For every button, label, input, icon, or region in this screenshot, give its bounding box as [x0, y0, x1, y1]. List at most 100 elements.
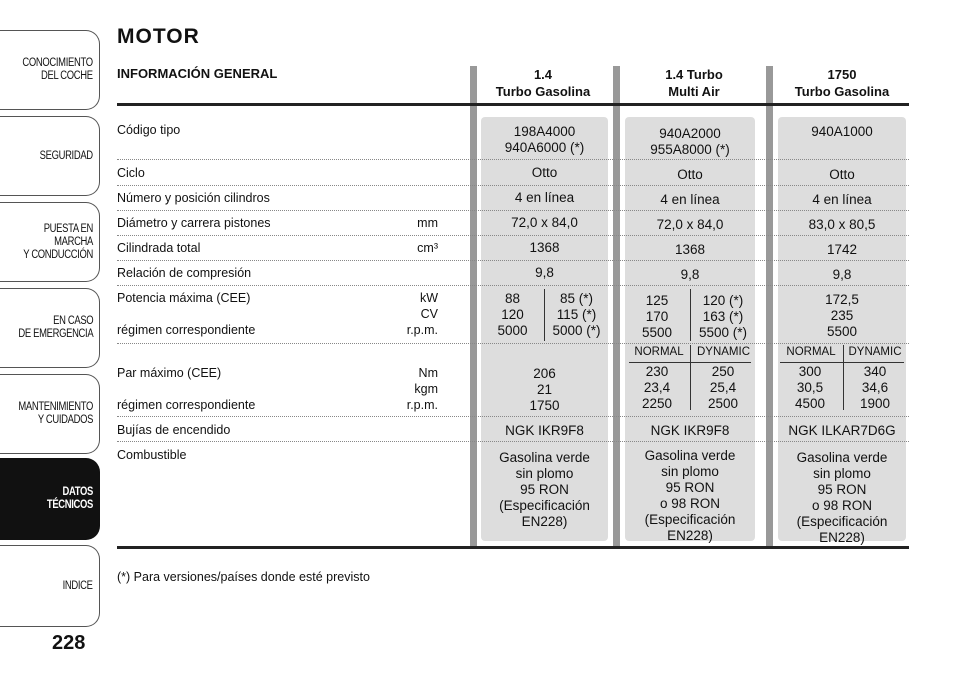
column-box-3 — [778, 117, 906, 541]
col1-potencia-a: 88 120 5000 — [497, 291, 528, 338]
col2-ciclo: Otto — [677, 167, 703, 182]
label-cilindrada: Cilindrada total — [117, 241, 201, 255]
label-potencia: Potencia máxima (CEE) — [117, 291, 251, 305]
tab-conocimiento-del-coche[interactable]: CONOCIMIENTO DEL COCHE — [0, 30, 100, 110]
col3-potencia: 172,5 235 5500 — [825, 292, 859, 339]
col2-par-normal: 230 23,4 2250 — [641, 364, 673, 411]
column-bar — [613, 66, 620, 548]
label-bujias: Bujías de encendido — [117, 423, 231, 437]
label-combustible: Combustible — [117, 448, 187, 462]
col3-codigo: 940A1000 — [811, 124, 873, 139]
column-header-line2: Turbo Gasolina — [495, 84, 591, 99]
section-header: INFORMACIÓN GENERAL — [117, 66, 278, 81]
tab-seguridad[interactable]: SEGURIDAD — [0, 116, 100, 196]
tab-label: DATOS TÉCNICOS — [46, 486, 93, 511]
tab-mantenimiento[interactable]: MANTENIMIENTO Y CUIDADOS — [0, 374, 100, 454]
col3-cilindros: 4 en línea — [812, 192, 872, 207]
label-compresion: Relación de compresión — [117, 266, 252, 280]
col2-bujias: NGK IKR9F8 — [650, 423, 730, 438]
label-cilindros: Número y posición cilindros — [117, 191, 270, 205]
label-regimen-par: régimen correspondiente — [117, 398, 256, 412]
row-separator — [117, 416, 909, 417]
tab-label: CONOCIMIENTO DEL COCHE — [22, 57, 94, 82]
label-ciclo: Ciclo — [117, 166, 145, 180]
col3-par-dynamic: 340 34,6 1900 — [859, 364, 891, 411]
label-par: Par máximo (CEE) — [117, 366, 222, 380]
unit-cilindrada: cm³ — [417, 241, 438, 255]
column-header-1: 1.4 Turbo Gasolina — [478, 66, 608, 100]
col1-cilindros: 4 en línea — [514, 190, 575, 205]
page-title: MOTOR — [117, 25, 200, 48]
row-separator — [117, 343, 909, 344]
col2-codigo: 940A2000 955A8000 (*) — [650, 126, 730, 157]
header-rule — [117, 103, 909, 106]
unit-potencia-cv: CV — [420, 307, 438, 321]
col1-compresion: 9,8 — [535, 265, 554, 280]
row-separator — [117, 159, 909, 160]
col3-combustible: Gasolina verde sin plomo 95 RON o 98 RON… — [796, 450, 888, 545]
col3-compresion: 9,8 — [832, 267, 852, 282]
row-separator — [117, 441, 909, 442]
col1-ciclo: Otto — [531, 165, 558, 180]
tab-label: EN CASO DE EMERGENCIA — [18, 315, 93, 340]
column-bar — [470, 66, 477, 548]
col2-potencia-b: 120 (*) 163 (*) 5500 (*) — [698, 293, 748, 340]
unit-regimen-par: r.p.m. — [406, 398, 438, 412]
tab-label: PUESTA EN MARCHA Y CONDUCCIÓN — [23, 222, 94, 261]
tab-en-caso-de-emergencia[interactable]: EN CASO DE EMERGENCIA — [0, 288, 100, 368]
column-header-line2: Multi Air — [668, 84, 720, 99]
footnote: (*) Para versiones/países donde esté pre… — [117, 570, 370, 584]
unit-potencia-kw: kW — [419, 291, 438, 305]
col3-dynamic-label: DYNAMIC — [848, 346, 902, 358]
label-regimen-potencia: régimen correspondiente — [117, 323, 256, 337]
col2-potencia-divider — [690, 289, 691, 341]
col2-diametro: 72,0 x 84,0 — [656, 217, 724, 232]
col1-par: 206 21 1750 — [529, 366, 560, 413]
col3-par-normal: 300 30,5 4500 — [794, 364, 826, 411]
col1-potencia-divider — [544, 289, 545, 341]
tab-puesta-en-marcha[interactable]: PUESTA EN MARCHA Y CONDUCCIÓN — [0, 202, 100, 282]
col1-diametro: 72,0 x 84,0 — [511, 215, 578, 230]
row-separator — [117, 235, 909, 236]
tab-label: SEGURIDAD — [39, 149, 93, 162]
col1-combustible: Gasolina verde sin plomo 95 RON (Especif… — [499, 450, 590, 529]
label-diametro: Diámetro y carrera pistones — [117, 216, 271, 230]
col1-bujias: NGK IKR9F8 — [505, 423, 584, 438]
col3-par-divider — [843, 345, 844, 410]
col3-ciclo: Otto — [829, 167, 855, 182]
col2-combustible: Gasolina verde sin plomo 95 RON o 98 RON… — [644, 448, 736, 543]
col2-potencia-a: 125 170 5500 — [641, 293, 673, 340]
column-header-line1: 1.4 Turbo — [665, 67, 723, 82]
col2-cilindros: 4 en línea — [660, 192, 720, 207]
col3-diametro: 83,0 x 80,5 — [808, 217, 876, 232]
tab-label: MANTENIMIENTO Y CUIDADOS — [18, 401, 93, 426]
label-codigo: Código tipo — [117, 123, 181, 137]
unit-regimen-potencia: r.p.m. — [406, 323, 438, 337]
col2-dynamic-label: DYNAMIC — [696, 346, 751, 358]
tab-datos-tecnicos[interactable]: DATOS TÉCNICOS — [0, 458, 100, 540]
col1-potencia-b: 85 (*) 115 (*) 5000 (*) — [552, 291, 601, 338]
unit-par-nm: Nm — [418, 366, 438, 380]
unit-diametro: mm — [417, 216, 438, 230]
col3-par-underline — [780, 362, 904, 363]
col2-normal-label: NORMAL — [634, 346, 684, 358]
unit-par-kgm: kgm — [414, 382, 438, 396]
column-header-line1: 1.4 — [533, 67, 553, 82]
col1-codigo: 198A4000 940A6000 (*) — [504, 124, 585, 155]
page-number: 228 — [52, 632, 86, 654]
column-header-line1: 1750 — [827, 67, 857, 82]
bottom-rule — [117, 546, 909, 549]
col2-par-divider — [690, 345, 691, 410]
row-separator — [117, 210, 909, 211]
column-header-2: 1.4 Turbo Multi Air — [622, 66, 766, 100]
column-header-3: 1750 Turbo Gasolina — [775, 66, 909, 100]
col3-bujias: NGK ILKAR7D6G — [788, 423, 896, 438]
col1-cilindrada: 1368 — [529, 240, 560, 255]
col2-compresion: 9,8 — [680, 267, 700, 282]
tab-label: INDICE — [63, 579, 93, 592]
column-bar — [766, 66, 773, 548]
column-header-line2: Turbo Gasolina — [794, 84, 890, 99]
col3-normal-label: NORMAL — [786, 346, 836, 358]
col2-cilindrada: 1368 — [674, 242, 706, 257]
tab-indice[interactable]: INDICE — [0, 545, 100, 627]
